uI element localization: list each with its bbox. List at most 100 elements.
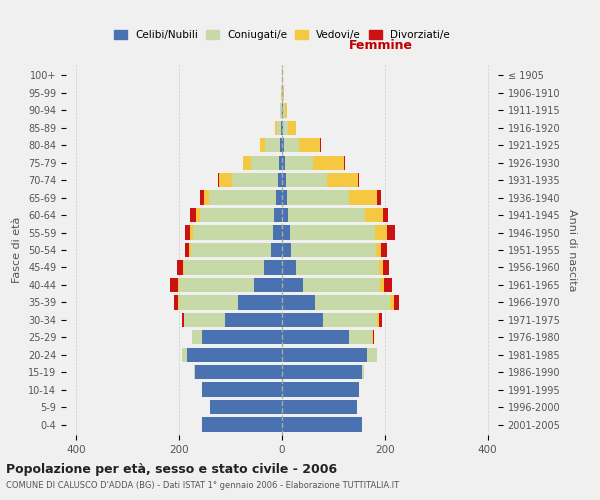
Bar [200, 208, 274, 222]
Bar [200, 190, 204, 205]
Bar [282, 382, 359, 397]
Bar [179, 295, 238, 310]
Bar [282, 295, 316, 310]
Bar [288, 120, 296, 135]
Bar [349, 190, 377, 205]
Bar [288, 208, 365, 222]
Bar [178, 278, 179, 292]
Bar [196, 208, 200, 222]
Bar [283, 86, 284, 100]
Bar [313, 156, 344, 170]
Bar [260, 138, 265, 152]
Bar [219, 173, 232, 188]
Bar [282, 400, 356, 414]
Bar [251, 156, 280, 170]
Bar [349, 330, 372, 344]
Bar [184, 260, 264, 274]
Bar [323, 312, 377, 327]
Bar [282, 243, 291, 257]
Bar [271, 243, 282, 257]
Bar [282, 226, 290, 239]
Bar [280, 138, 282, 152]
Bar [190, 208, 196, 222]
Bar [358, 173, 359, 188]
Bar [232, 173, 278, 188]
Bar [265, 138, 280, 152]
Bar [380, 278, 384, 292]
Bar [273, 226, 282, 239]
Bar [282, 260, 296, 274]
Bar [284, 103, 287, 118]
Bar [202, 418, 282, 432]
Bar [379, 312, 382, 327]
Bar [291, 243, 376, 257]
Bar [202, 382, 282, 397]
Bar [377, 312, 379, 327]
Bar [282, 418, 362, 432]
Y-axis label: Anni di nascita: Anni di nascita [567, 209, 577, 291]
Bar [367, 348, 377, 362]
Bar [244, 156, 251, 170]
Bar [381, 243, 388, 257]
Bar [178, 295, 179, 310]
Bar [190, 226, 193, 239]
Bar [170, 278, 178, 292]
Bar [383, 208, 388, 222]
Bar [383, 260, 389, 274]
Bar [282, 156, 284, 170]
Bar [282, 348, 367, 362]
Bar [210, 400, 282, 414]
Bar [283, 120, 288, 135]
Y-axis label: Fasce di età: Fasce di età [13, 217, 22, 283]
Bar [282, 120, 283, 135]
Bar [276, 190, 282, 205]
Bar [299, 138, 320, 152]
Bar [174, 295, 178, 310]
Bar [316, 295, 390, 310]
Bar [182, 312, 184, 327]
Text: Popolazione per età, sesso e stato civile - 2006: Popolazione per età, sesso e stato civil… [6, 462, 337, 475]
Bar [183, 260, 184, 274]
Bar [372, 330, 373, 344]
Bar [280, 156, 282, 170]
Bar [284, 138, 299, 152]
Bar [286, 173, 327, 188]
Bar [192, 330, 202, 344]
Bar [284, 156, 313, 170]
Bar [282, 190, 287, 205]
Bar [204, 190, 209, 205]
Bar [193, 226, 273, 239]
Bar [290, 226, 374, 239]
Bar [384, 278, 392, 292]
Bar [296, 260, 379, 274]
Bar [282, 312, 323, 327]
Bar [287, 190, 349, 205]
Bar [184, 312, 226, 327]
Bar [226, 312, 282, 327]
Bar [202, 330, 282, 344]
Bar [185, 226, 190, 239]
Bar [282, 138, 284, 152]
Bar [179, 278, 254, 292]
Bar [254, 278, 282, 292]
Bar [362, 365, 364, 380]
Bar [373, 330, 374, 344]
Bar [277, 120, 281, 135]
Bar [209, 190, 276, 205]
Bar [282, 365, 362, 380]
Bar [189, 243, 191, 257]
Bar [264, 260, 282, 274]
Text: Femmine: Femmine [349, 39, 413, 52]
Bar [194, 365, 282, 380]
Bar [187, 348, 282, 362]
Bar [282, 278, 302, 292]
Bar [238, 295, 282, 310]
Bar [176, 260, 183, 274]
Bar [379, 260, 383, 274]
Bar [281, 120, 282, 135]
Bar [327, 173, 358, 188]
Bar [302, 278, 380, 292]
Bar [282, 330, 349, 344]
Bar [275, 120, 277, 135]
Bar [278, 173, 282, 188]
